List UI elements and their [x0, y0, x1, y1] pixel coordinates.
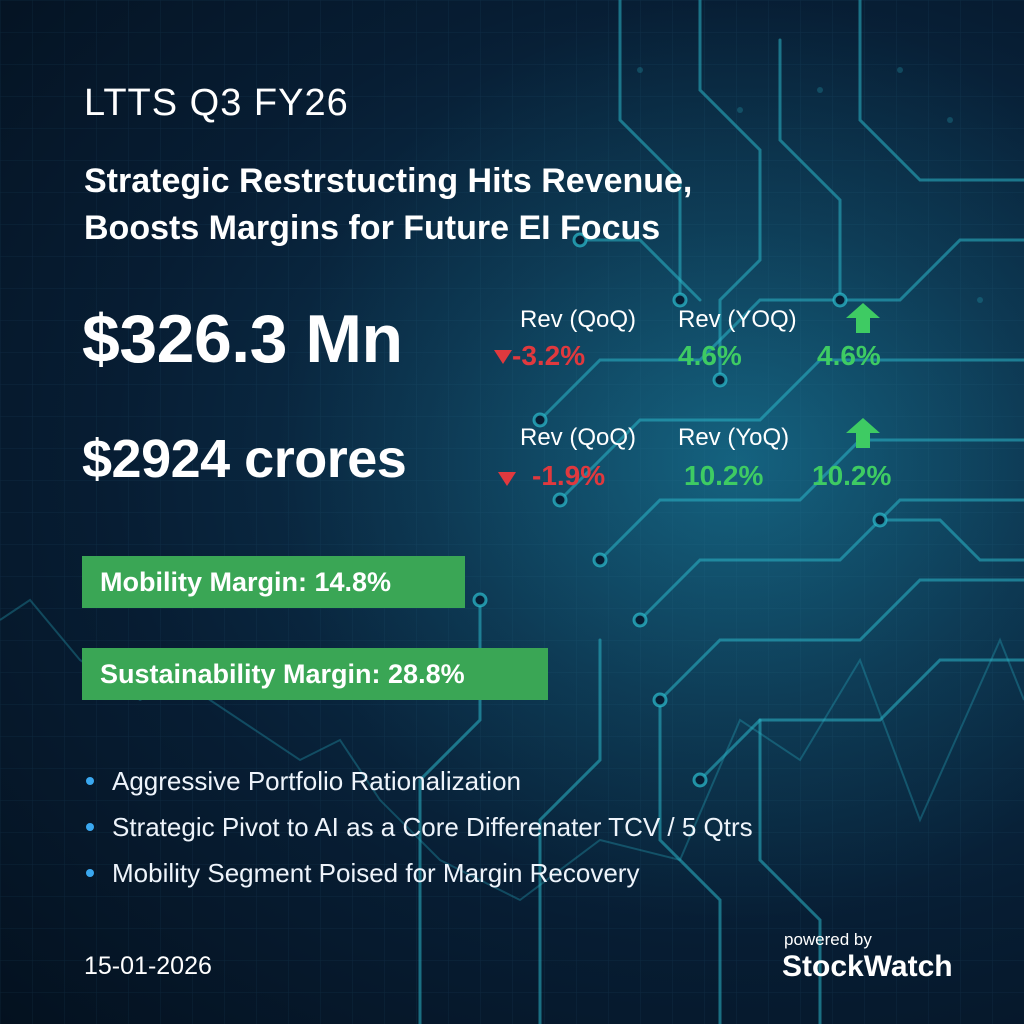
down-triangle-icon — [494, 350, 512, 364]
headline-line: Strategic Restrstucting Hits Revenue, — [84, 162, 693, 200]
revenue-usd-value: $326.3 Mn — [82, 301, 403, 377]
sustainability-margin-badge: Sustainability Margin: 28.8% — [82, 648, 548, 700]
qoq-change-value: -3.2% — [512, 340, 586, 371]
bullet-dot-icon — [86, 869, 94, 877]
bullet-dot-icon — [86, 777, 94, 785]
revenue-inr-value: $2924 crores — [82, 429, 407, 489]
trend-change-value: 4.6% — [817, 340, 881, 371]
bullet-dot-icon — [86, 823, 94, 831]
list-item-text: Aggressive Portfolio Rationalization — [112, 765, 521, 796]
list-item: Aggressive Portfolio Rationalization — [86, 758, 753, 804]
qoq-label: Rev (QoQ) — [520, 424, 637, 451]
down-triangle-icon — [498, 472, 516, 486]
headline: Strategic Restrstucting Hits Revenue, Bo… — [84, 158, 844, 252]
mobility-margin-badge: Mobility Margin: 14.8% — [82, 556, 465, 608]
list-item: Strategic Pivot to AI as a Core Differen… — [86, 804, 753, 850]
list-item-text: Mobility Segment Poised for Margin Recov… — [112, 857, 640, 888]
qoq-change-value: -1.9% — [532, 460, 606, 491]
highlights-list: Aggressive Portfolio Rationalization Str… — [86, 758, 753, 896]
up-arrow-icon — [846, 303, 880, 333]
yoy-label: Rev (YOQ) — [678, 306, 797, 333]
list-item: Mobility Segment Poised for Margin Recov… — [86, 850, 753, 896]
report-eyebrow: LTTS Q3 FY26 — [84, 82, 349, 124]
powered-by-label: powered by — [784, 930, 872, 949]
qoq-label: Rev (QoQ) — [520, 306, 637, 333]
yoy-label: Rev (YoQ) — [678, 424, 790, 451]
trend-change-value: 10.2% — [812, 460, 892, 491]
up-arrow-icon — [846, 418, 880, 448]
list-item-text: Strategic Pivot to AI as a Core Differen… — [112, 811, 753, 842]
yoy-change-value: 4.6% — [678, 340, 742, 371]
report-date: 15-01-2026 — [84, 952, 212, 980]
headline-line: Boosts Margins for Future EI Focus — [84, 209, 661, 247]
yoy-change-value: 10.2% — [684, 460, 764, 491]
brand-logo-text: StockWatch — [782, 950, 953, 983]
